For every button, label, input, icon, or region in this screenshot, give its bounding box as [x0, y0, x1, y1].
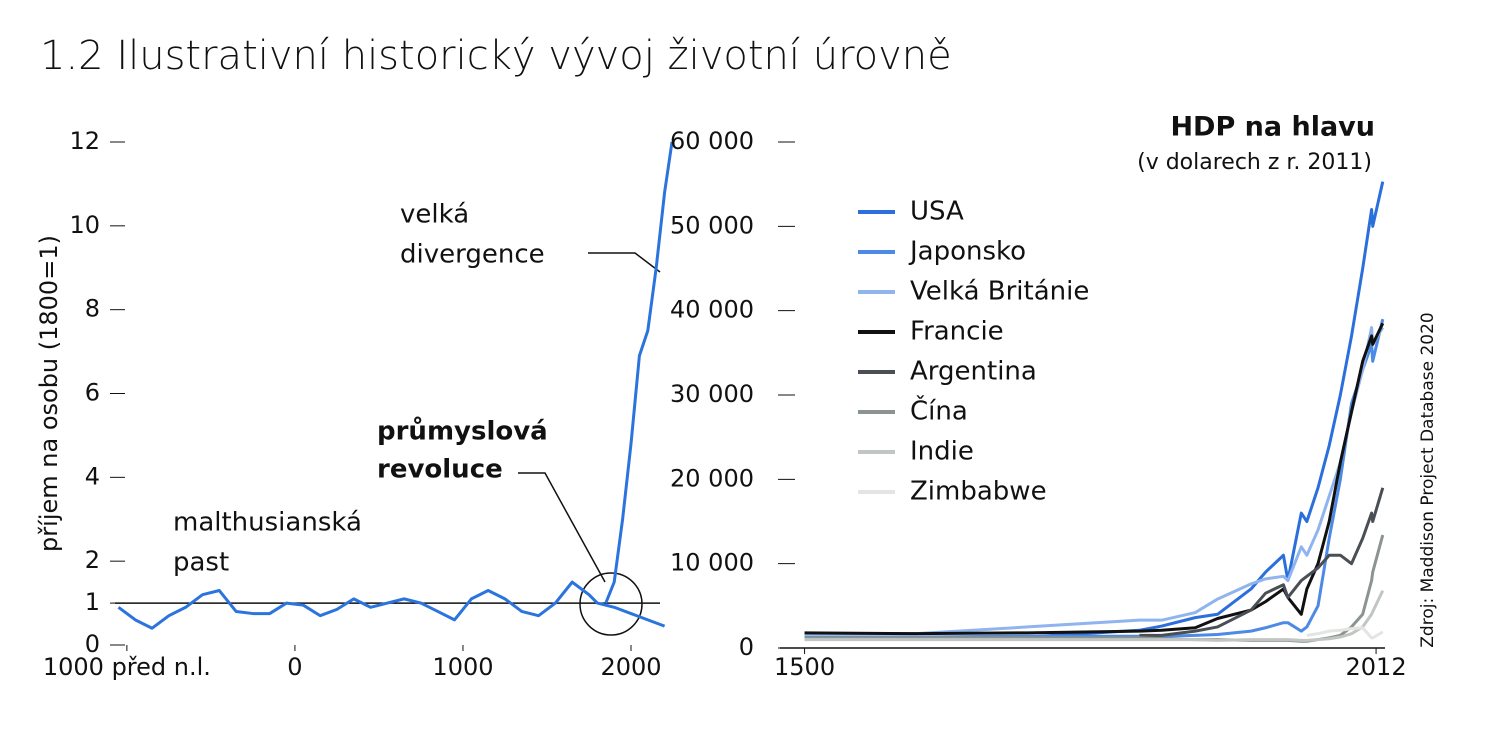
- y-tick-label: 10 000: [670, 549, 754, 577]
- legend-label: Francie: [910, 317, 1004, 347]
- annotation: velká: [400, 200, 469, 230]
- series-line: [604, 141, 674, 604]
- legend-label: Japonsko: [908, 237, 1026, 267]
- y-tick-label: 2: [85, 546, 100, 574]
- series-line: [1306, 626, 1384, 640]
- annotation: průmyslová: [377, 416, 548, 447]
- annotation: past: [173, 548, 229, 578]
- y-tick-label: 12: [69, 127, 100, 155]
- leader-line: [588, 252, 661, 273]
- annotation: revoluce: [377, 455, 503, 485]
- x-tick-label: 1500: [774, 653, 835, 681]
- y-tick-label: 8: [85, 295, 100, 323]
- panel-subtitle: (v dolarech z r. 2011): [1137, 150, 1372, 175]
- x-tick-label: 2012: [1346, 653, 1407, 681]
- series-line: [117, 580, 666, 630]
- highlight-circle: [579, 572, 643, 636]
- x-tick-label: 2000: [600, 653, 661, 681]
- chart-title: 1.2 Ilustrativní historický vývoj životn…: [40, 33, 952, 79]
- y-tick-label: 60 000: [670, 127, 754, 155]
- leader-line: [518, 472, 606, 583]
- x-tick-label: 0: [287, 653, 302, 681]
- y-tick-label: 6: [85, 379, 100, 407]
- y-tick-label: 40 000: [670, 296, 754, 324]
- y-tick-label: 30 000: [670, 380, 754, 408]
- legend-label: Indie: [910, 437, 974, 467]
- y-tick-label: 4: [85, 462, 100, 490]
- legend-label: Velká Británie: [910, 277, 1089, 307]
- series-line: [1139, 487, 1385, 637]
- y-tick-label: 1: [85, 588, 100, 616]
- legend-label: Argentina: [910, 357, 1037, 387]
- annotation: malthusianská: [173, 508, 362, 538]
- y-tick-label: 0: [85, 630, 100, 658]
- y-tick-label: 20 000: [670, 464, 754, 492]
- legend-label: USA: [910, 197, 964, 227]
- y-tick-label: 10: [69, 211, 100, 239]
- x-tick-label: 1000: [432, 653, 493, 681]
- x-tick-label: 1000 před n.l.: [43, 653, 211, 681]
- legend-label: Zimbabwe: [910, 477, 1047, 507]
- legend-label: Čína: [910, 395, 968, 427]
- annotation: divergence: [400, 240, 545, 270]
- source: Zdroj: Maddison Project Database 2020: [1418, 312, 1438, 647]
- series-line: [1027, 181, 1385, 639]
- panel-title: HDP na hlavu: [1170, 112, 1375, 143]
- y-tick-label: 0: [739, 633, 754, 661]
- y-tick-label: 50 000: [670, 211, 754, 239]
- y-axis-label: příjem na osobu (1800=1): [35, 235, 63, 552]
